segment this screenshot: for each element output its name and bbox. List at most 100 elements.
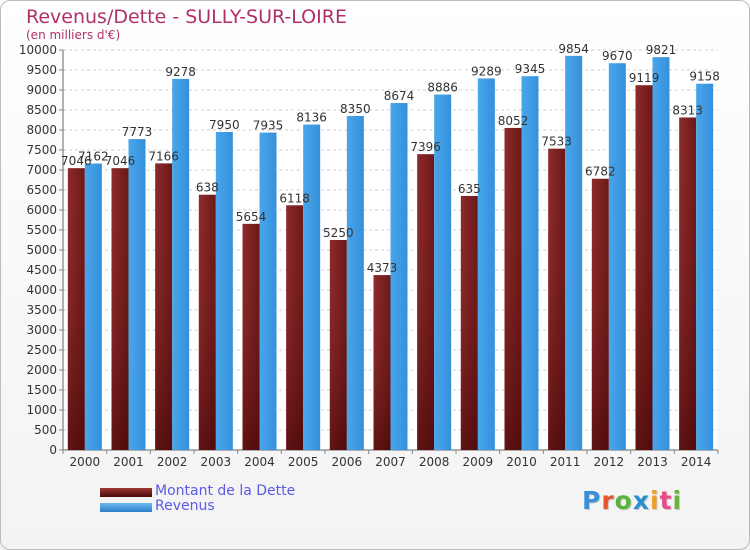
bar-revenus (696, 83, 714, 451)
bar-revenus (521, 76, 539, 450)
data-label-revenus: 9670 (602, 49, 633, 63)
bar-revenus (172, 78, 190, 450)
bar-dette-shade (679, 117, 697, 450)
bar-revenus (215, 132, 233, 450)
logo-letter: r (601, 486, 615, 515)
y-tick-label: 10000 (19, 43, 57, 57)
legend-swatch-dette (100, 488, 152, 497)
y-tick-label: 1500 (26, 383, 57, 397)
bar-revenus (477, 78, 495, 450)
y-tick-label: 500 (34, 423, 57, 437)
x-tick-label: 2001 (113, 455, 144, 469)
x-tick-label: 2012 (594, 455, 625, 469)
data-label-dette: 7166 (148, 149, 179, 163)
data-label-dette: 635 (458, 182, 481, 196)
bar-dette-shade (198, 194, 216, 450)
data-label-revenus: 7773 (122, 125, 153, 139)
bar-revenus (565, 55, 583, 451)
logo-letter: P (582, 486, 602, 515)
data-label-dette: 7046 (61, 154, 92, 168)
data-label-revenus: 9345 (515, 62, 546, 76)
bar-dette-shade (548, 148, 566, 450)
data-label-revenus: 7935 (253, 119, 284, 133)
data-label-revenus: 8350 (340, 102, 371, 116)
bar-dette-shade (329, 240, 347, 450)
y-tick-label: 8500 (26, 103, 57, 117)
x-tick-label: 2003 (201, 455, 232, 469)
bar-revenus (303, 124, 321, 450)
data-label-dette: 7046 (105, 154, 136, 168)
bar-revenus (652, 57, 670, 450)
bar-revenus (128, 139, 146, 450)
data-label-dette: 6118 (279, 191, 310, 205)
data-label-dette: 4373 (367, 261, 398, 275)
data-label-revenus: 8674 (384, 89, 415, 103)
data-label-dette: 5250 (323, 226, 354, 240)
x-tick-label: 2010 (506, 455, 537, 469)
data-label-dette: 5654 (236, 210, 267, 224)
y-tick-label: 6000 (26, 203, 57, 217)
y-tick-label: 8000 (26, 123, 57, 137)
y-tick-label: 5500 (26, 223, 57, 237)
y-tick-label: 9500 (26, 63, 57, 77)
bar-revenus (84, 163, 102, 450)
data-label-dette: 6782 (585, 165, 616, 179)
logo-letter: i (672, 486, 683, 515)
data-label-dette: 8313 (672, 103, 703, 117)
data-label-revenus: 7162 (78, 150, 109, 164)
data-label-revenus: 9158 (689, 70, 720, 84)
y-tick-label: 6500 (26, 183, 57, 197)
y-tick-label: 3500 (26, 303, 57, 317)
x-tick-label: 2002 (157, 455, 188, 469)
y-tick-label: 1000 (26, 403, 57, 417)
data-label-revenus: 8136 (296, 111, 327, 125)
x-tick-label: 2014 (681, 455, 712, 469)
logo-letter: i (650, 486, 660, 515)
bar-dette-shade (155, 163, 173, 451)
bar-dette-shade (67, 168, 85, 450)
y-tick-label: 0 (49, 443, 57, 457)
bar-revenus (434, 94, 452, 450)
y-tick-label: 7000 (26, 163, 57, 177)
legend-swatch-revenus (100, 503, 152, 512)
chart-subtitle: (en milliers d'€) (26, 28, 121, 42)
bar-revenus (259, 132, 277, 450)
bar-revenus (346, 116, 364, 450)
x-tick-label: 2006 (332, 455, 363, 469)
legend-item-dette: Montant de la Dette (100, 483, 400, 502)
bar-dette-shade (635, 85, 653, 451)
legend-label-revenus: Revenus (155, 498, 215, 514)
y-tick-label: 4000 (26, 283, 57, 297)
logo-letter: t (659, 486, 673, 515)
bar-dette-shade (111, 168, 129, 450)
data-label-dette: 7533 (541, 135, 572, 149)
x-tick-label: 2011 (550, 455, 581, 469)
y-tick-label: 9000 (26, 83, 57, 97)
y-tick-label: 4500 (26, 263, 57, 277)
legend-label-dette: Montant de la Dette (155, 483, 296, 499)
bar-dette-shade (373, 275, 391, 450)
bar-dette-shade (504, 127, 522, 451)
bar-revenus (390, 103, 408, 450)
data-label-revenus: 9278 (165, 65, 196, 79)
logo-letter: o (614, 486, 633, 515)
bar-dette-shade (286, 205, 304, 450)
y-tick-label: 2500 (26, 343, 57, 357)
x-tick-label: 2009 (463, 455, 494, 469)
data-label-dette: 8052 (498, 114, 529, 128)
x-tick-label: 2013 (637, 455, 668, 469)
data-label-revenus: 7950 (209, 118, 240, 132)
x-tick-label: 2004 (244, 455, 275, 469)
bar-dette-shade (460, 195, 478, 450)
proxiti-logo: Proxiti (582, 486, 682, 515)
bar-dette-shade (242, 223, 260, 450)
legend-item-revenus: Revenus (100, 498, 400, 517)
data-label-revenus: 9289 (471, 64, 502, 78)
x-tick-label: 2008 (419, 455, 450, 469)
data-label-revenus: 9854 (558, 42, 589, 56)
x-tick-label: 2007 (375, 455, 406, 469)
data-label-dette: 9119 (629, 71, 660, 85)
data-label-dette: 7396 (410, 140, 441, 154)
x-tick-label: 2000 (70, 455, 101, 469)
